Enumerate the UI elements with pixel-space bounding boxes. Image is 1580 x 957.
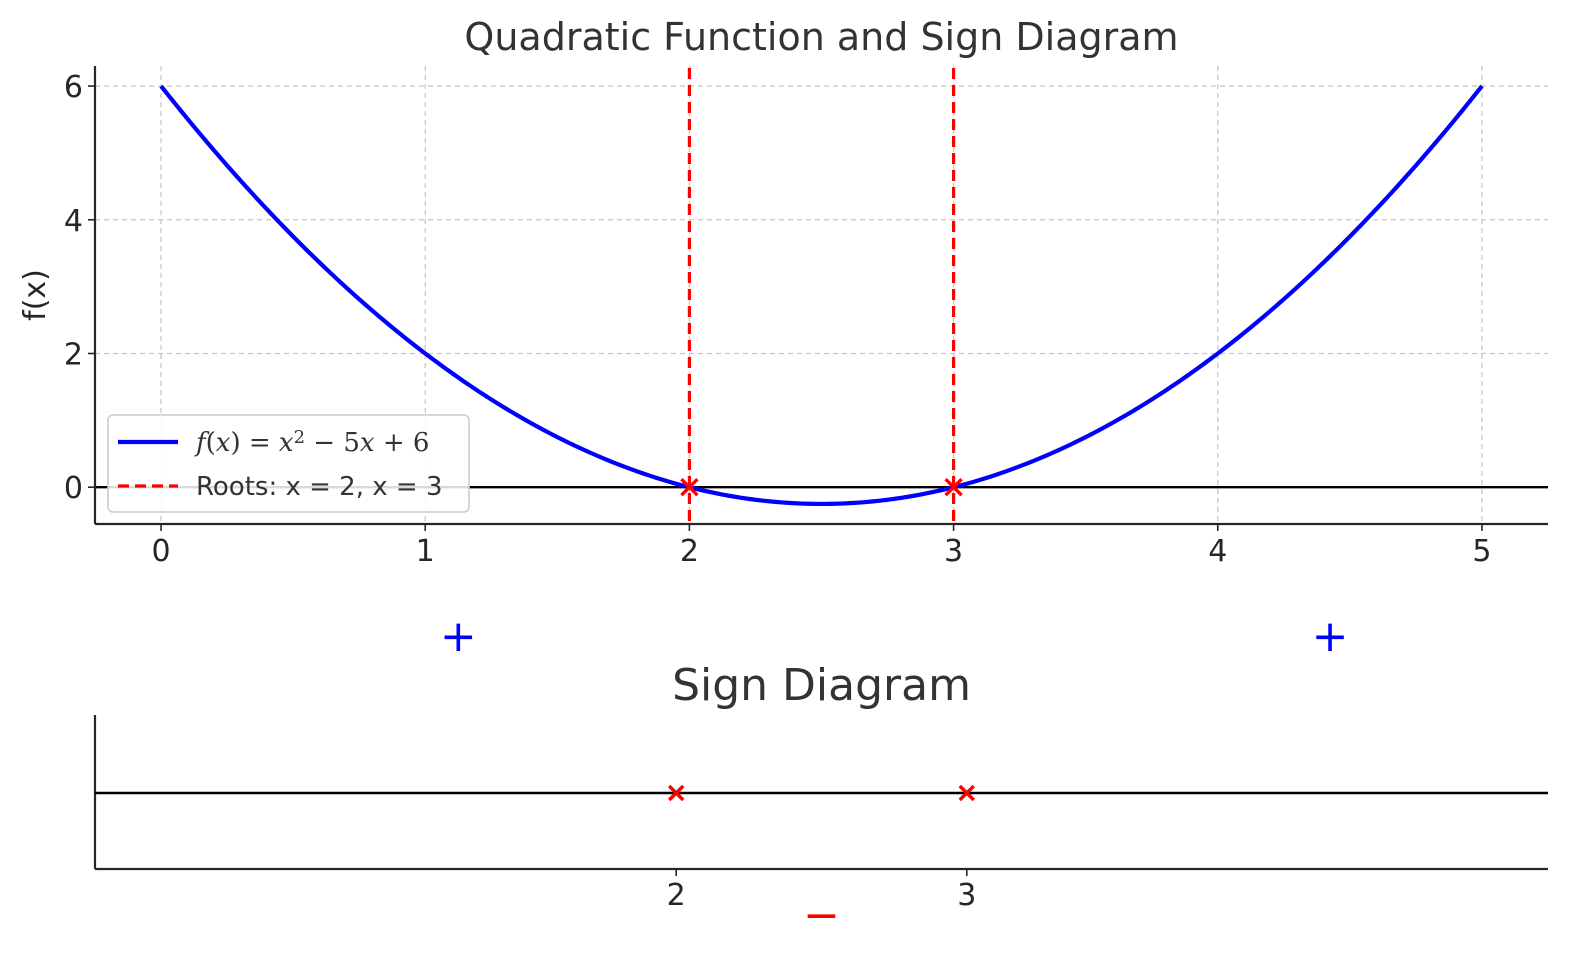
- legend-label-function: f(x) = x2 − 5x + 6: [194, 427, 429, 458]
- legend-box: [107, 414, 470, 513]
- legend-label-part: 2: [294, 427, 305, 448]
- sign-root-marker: [958, 784, 976, 802]
- y-tick-label: 6: [64, 70, 83, 105]
- legend-label-part: − 5: [305, 428, 360, 458]
- y-tick-label: 2: [64, 338, 83, 373]
- legend-label-part: x: [216, 428, 231, 458]
- series-line-f: [159, 84, 1484, 507]
- main-series: [159, 84, 1484, 507]
- y-tick-label: 0: [64, 471, 83, 506]
- main-axes: 0 1 2 3 4 5 0 2 4 6: [64, 66, 1548, 569]
- sign-x-tick-label: 2: [667, 878, 686, 913]
- sign-symbol: +: [1312, 611, 1349, 662]
- x-tick-label: 1: [416, 534, 435, 569]
- x-tick-label: 2: [680, 534, 699, 569]
- root-marker: [680, 478, 699, 497]
- x-tick-label: 3: [944, 534, 963, 569]
- sign-x-tick-label: 3: [957, 878, 976, 913]
- legend-label-part: ) =: [230, 428, 278, 458]
- main-markers: [680, 478, 963, 497]
- x-tick-label: 4: [1208, 534, 1227, 569]
- x-tick-label: 0: [151, 534, 170, 569]
- y-tick-label: 4: [64, 204, 83, 239]
- legend-label-part: (: [206, 428, 216, 458]
- sign-root-marker: [667, 784, 685, 802]
- legend-label-part: + 6: [375, 428, 430, 458]
- sign-diagram-title: Sign Diagram: [672, 660, 971, 711]
- legend-label-roots: Roots: x = 2, x = 3: [196, 472, 443, 502]
- x-tick-label: 5: [1472, 534, 1491, 569]
- main-chart-title: Quadratic Function and Sign Diagram: [464, 15, 1178, 59]
- main-y-axis-label: f(x): [18, 269, 53, 321]
- legend-label-part: x: [360, 428, 375, 458]
- sign-diagram: 2 3 + − +: [93, 611, 1548, 941]
- root-marker: [944, 478, 963, 497]
- sign-symbol: +: [440, 611, 477, 662]
- main-legend: f(x) = x2 − 5x + 6 Roots: x = 2, x = 3: [107, 414, 470, 513]
- legend-label-part: x: [279, 428, 294, 458]
- sign-symbol: −: [803, 890, 840, 941]
